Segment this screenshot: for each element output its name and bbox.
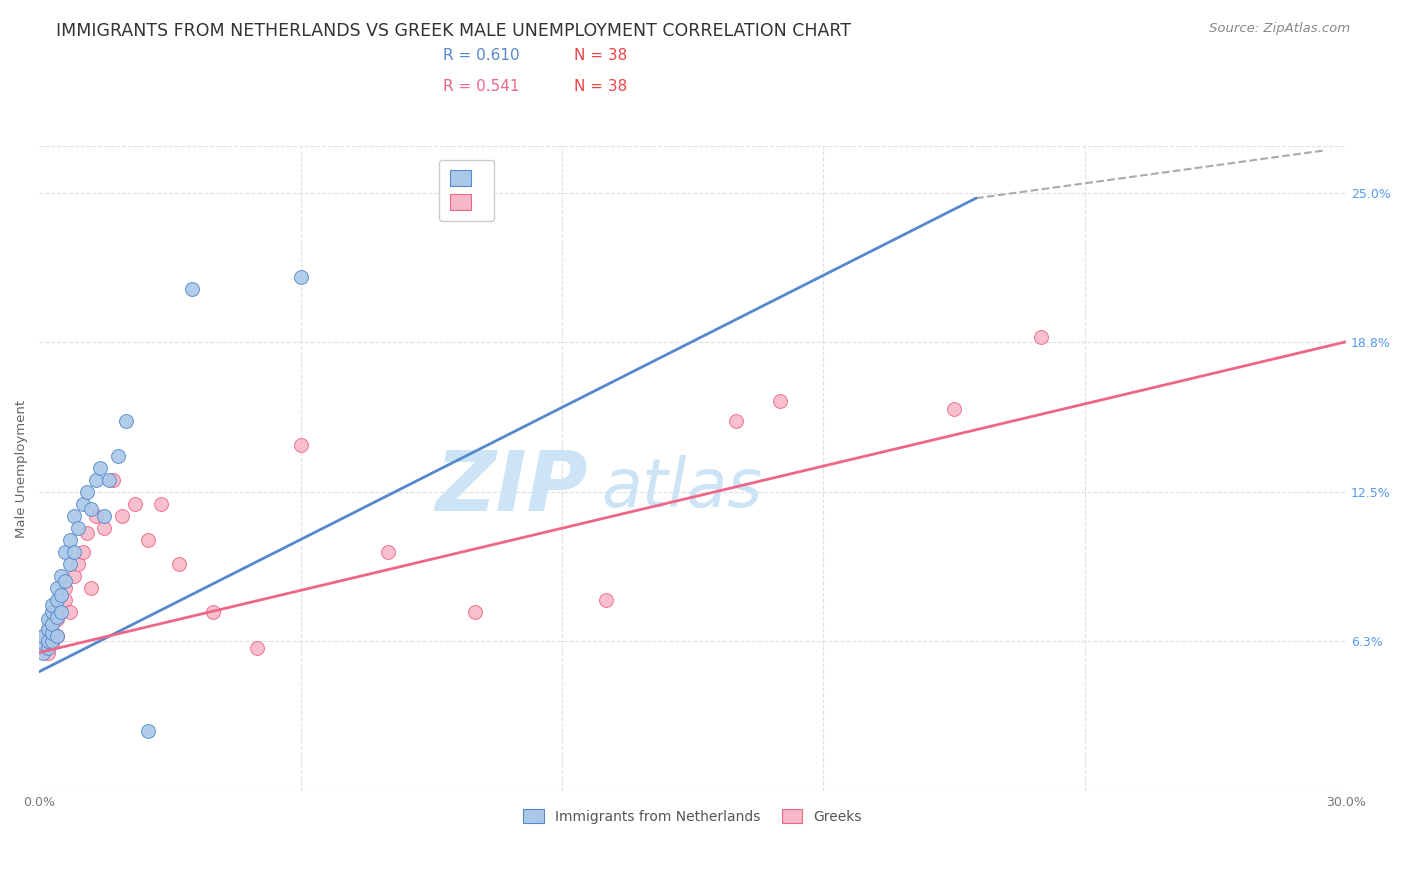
Point xyxy=(93,509,115,524)
Point xyxy=(53,581,76,595)
Point xyxy=(72,497,94,511)
Point xyxy=(49,605,72,619)
Point xyxy=(124,497,146,511)
Point xyxy=(93,521,115,535)
Point xyxy=(49,588,72,602)
Legend: Immigrants from Netherlands, Greeks: Immigrants from Netherlands, Greeks xyxy=(517,804,868,830)
Point xyxy=(45,593,67,607)
Point xyxy=(246,640,269,655)
Y-axis label: Male Unemployment: Male Unemployment xyxy=(15,400,28,538)
Point xyxy=(67,521,90,535)
Point xyxy=(167,557,190,571)
Text: R = 0.541: R = 0.541 xyxy=(443,79,519,94)
Point xyxy=(725,414,748,428)
Point xyxy=(41,605,63,619)
Text: N = 38: N = 38 xyxy=(574,79,627,94)
Point xyxy=(80,502,103,516)
Point xyxy=(32,636,55,650)
Point xyxy=(32,629,55,643)
Point xyxy=(72,545,94,559)
Point xyxy=(63,509,86,524)
Text: ZIP: ZIP xyxy=(436,447,588,528)
Text: N = 38: N = 38 xyxy=(574,48,627,62)
Point xyxy=(67,557,90,571)
Point xyxy=(84,509,107,524)
Point xyxy=(84,474,107,488)
Point xyxy=(37,622,59,636)
Point xyxy=(464,605,486,619)
Text: Source: ZipAtlas.com: Source: ZipAtlas.com xyxy=(1209,22,1350,36)
Point xyxy=(107,450,129,464)
Point xyxy=(63,545,86,559)
Point xyxy=(136,533,159,548)
Text: atlas: atlas xyxy=(602,455,762,521)
Point xyxy=(59,557,82,571)
Point xyxy=(41,633,63,648)
Point xyxy=(103,474,125,488)
Point xyxy=(45,629,67,643)
Point xyxy=(76,526,98,541)
Text: R = 0.610: R = 0.610 xyxy=(443,48,519,62)
Point xyxy=(41,616,63,631)
Point xyxy=(943,401,966,416)
Point xyxy=(45,629,67,643)
Point xyxy=(45,581,67,595)
Point xyxy=(111,509,134,524)
Point xyxy=(290,270,312,285)
Point xyxy=(41,616,63,631)
Point xyxy=(49,598,72,612)
Point xyxy=(53,574,76,588)
Point xyxy=(769,394,792,409)
Point xyxy=(45,609,67,624)
Point xyxy=(37,646,59,660)
Point xyxy=(76,485,98,500)
Point xyxy=(49,569,72,583)
Point xyxy=(32,646,55,660)
Point xyxy=(180,282,202,296)
Point xyxy=(115,414,138,428)
Point xyxy=(32,640,55,655)
Point xyxy=(150,497,173,511)
Point xyxy=(37,640,59,655)
Point xyxy=(136,724,159,739)
Point xyxy=(290,437,312,451)
Point xyxy=(53,545,76,559)
Point xyxy=(41,626,63,640)
Point xyxy=(595,593,617,607)
Point xyxy=(41,598,63,612)
Point xyxy=(377,545,399,559)
Point xyxy=(49,588,72,602)
Point xyxy=(89,461,111,475)
Point xyxy=(80,581,103,595)
Point xyxy=(63,569,86,583)
Point xyxy=(37,612,59,626)
Point xyxy=(202,605,225,619)
Point xyxy=(32,629,55,643)
Point xyxy=(97,474,120,488)
Point xyxy=(37,633,59,648)
Point xyxy=(59,533,82,548)
Point xyxy=(53,593,76,607)
Text: IMMIGRANTS FROM NETHERLANDS VS GREEK MALE UNEMPLOYMENT CORRELATION CHART: IMMIGRANTS FROM NETHERLANDS VS GREEK MAL… xyxy=(56,22,851,40)
Point xyxy=(59,605,82,619)
Point xyxy=(37,633,59,648)
Point xyxy=(41,636,63,650)
Point xyxy=(37,622,59,636)
Point xyxy=(45,612,67,626)
Point xyxy=(41,605,63,619)
Point xyxy=(1031,330,1053,344)
